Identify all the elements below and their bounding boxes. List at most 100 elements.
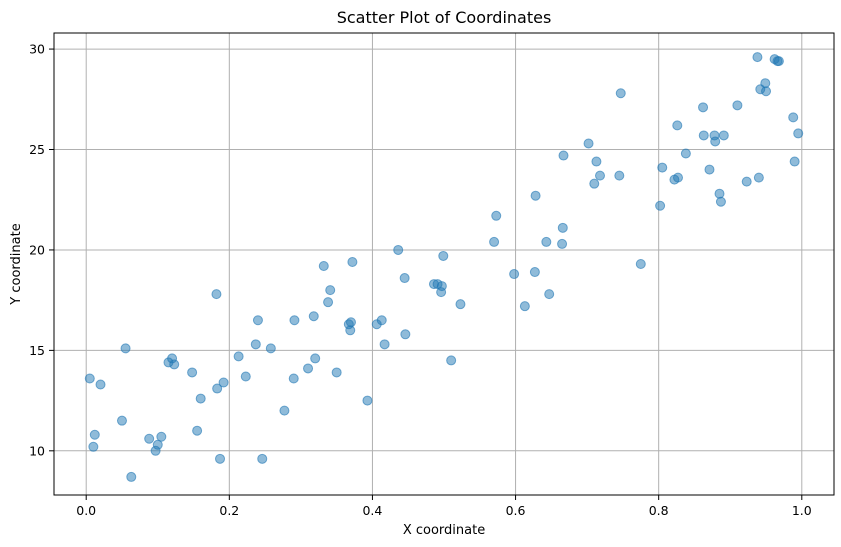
x-tick-label: 0.6 (506, 503, 526, 518)
scatter-point (303, 363, 314, 374)
scatter-point (240, 371, 251, 382)
scatter-point (789, 156, 800, 167)
scatter-point (544, 289, 555, 300)
scatter-point (715, 196, 726, 207)
scatter-point (541, 236, 552, 247)
scatter-point (558, 150, 569, 161)
scatter-point (718, 130, 729, 141)
scatter-point (95, 379, 106, 390)
scatter-point (591, 156, 602, 167)
scatter-point (126, 471, 137, 482)
y-tick-label: 20 (29, 242, 45, 257)
scatter-point (400, 329, 411, 340)
y-tick-label: 30 (29, 42, 45, 57)
scatter-point (288, 373, 299, 384)
scatter-point (635, 259, 646, 269)
y-tick-label: 25 (29, 142, 45, 157)
scatter-point (156, 431, 167, 442)
scatter-point (192, 425, 203, 436)
scatter-point (741, 176, 752, 187)
scatter-point (252, 315, 263, 326)
scatter-point (519, 301, 530, 312)
scatter-point (265, 343, 276, 354)
x-tick-label: 0.4 (362, 503, 382, 518)
scatter-point (84, 373, 95, 384)
x-tick-label: 1.0 (792, 503, 812, 518)
scatter-point (732, 100, 743, 111)
scatter-point (215, 453, 226, 464)
scatter-point (595, 170, 605, 181)
scatter-point (583, 138, 594, 149)
scatter-point (308, 311, 319, 322)
scatter-point (393, 244, 404, 255)
scatter-point (345, 317, 356, 328)
scatter-point (557, 238, 568, 249)
scatter-point (218, 377, 229, 388)
scatter-point (116, 415, 127, 426)
y-axis-label: Y coordinate (9, 223, 24, 305)
scatter-point (88, 441, 99, 452)
scatter-point (530, 190, 541, 201)
scatter-point (120, 343, 131, 354)
scatter-point (557, 222, 568, 233)
scatter-point (376, 315, 387, 326)
scatter-point (614, 170, 625, 181)
scatter-point (379, 339, 390, 350)
scatter-point (331, 367, 342, 378)
y-tick-label: 10 (29, 443, 45, 458)
data-points (84, 52, 804, 482)
scatter-point (187, 367, 198, 378)
scatter-point (491, 210, 502, 221)
x-axis-label: X coordinate (403, 523, 485, 538)
scatter-point (589, 178, 600, 189)
scatter-point (318, 261, 329, 272)
axis-ticks: 0.0 0.2 0.4 0.6 0.8 1.0 10 15 20 25 30 (29, 42, 812, 518)
scatter-point (325, 285, 336, 296)
scatter-point (144, 433, 155, 444)
scatter-point (212, 383, 223, 394)
scatter-point (455, 299, 466, 310)
scatter-point (310, 353, 321, 364)
scatter-point (673, 172, 683, 183)
scatter-point (169, 359, 180, 370)
x-tick-label: 0.0 (76, 503, 96, 518)
grid-lines (54, 33, 834, 495)
scatter-point (714, 188, 725, 199)
scatter-point (793, 128, 804, 139)
scatter-point (657, 162, 668, 173)
scatter-point (672, 120, 683, 131)
scatter-point (489, 236, 500, 247)
chart-title: Scatter Plot of Coordinates (337, 8, 552, 27)
scatter-point (615, 88, 626, 99)
scatter-point (446, 355, 457, 366)
scatter-point (509, 269, 520, 280)
scatter-point (698, 102, 709, 113)
scatter-point (347, 256, 358, 267)
scatter-point (362, 395, 373, 406)
scatter-point (788, 112, 799, 123)
scatter-point (89, 429, 100, 440)
scatter-point (761, 86, 772, 97)
scatter-point (438, 250, 449, 261)
scatter-point (250, 339, 261, 350)
scatter-point (257, 453, 268, 464)
plot-frame (53, 32, 835, 496)
scatter-point (211, 289, 222, 300)
y-tick-label: 15 (29, 343, 45, 358)
scatter-point (655, 200, 666, 211)
scatter-point (289, 315, 300, 326)
scatter-point (753, 172, 764, 183)
x-tick-label: 0.2 (219, 503, 239, 518)
scatter-point (680, 148, 691, 159)
scatter-point (710, 136, 721, 147)
scatter-point (698, 130, 709, 141)
scatter-point (529, 267, 540, 278)
scatter-point (195, 393, 206, 404)
scatter-point (752, 52, 763, 63)
scatter-point (436, 281, 447, 292)
scatter-point (152, 439, 163, 450)
scatter-point (399, 273, 410, 284)
x-tick-label: 0.8 (649, 503, 669, 518)
scatter-point (233, 351, 244, 362)
